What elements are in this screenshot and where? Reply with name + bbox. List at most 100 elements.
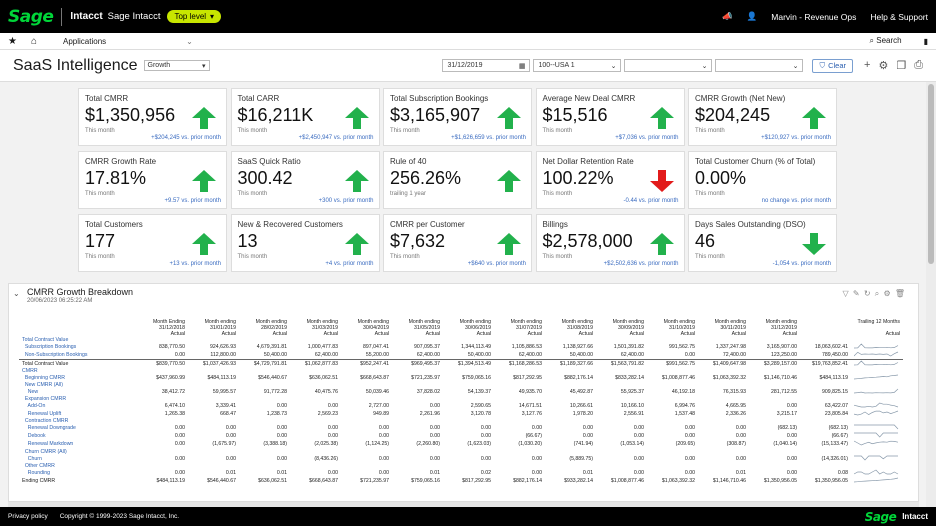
row-label: Churn <box>22 455 42 462</box>
chevron-down-icon[interactable]: ⌄ <box>186 36 193 46</box>
sage-logo[interactable]: Sage <box>8 6 54 27</box>
table-cell: 38,412.72 <box>161 389 185 396</box>
column-header: Actual <box>170 331 185 337</box>
filter-4[interactable]: ⌄ <box>715 59 804 72</box>
copy-icon[interactable]: ❐ <box>896 60 907 72</box>
level-selector[interactable]: Top level ▾ <box>167 10 222 23</box>
add-icon[interactable]: + <box>864 59 871 71</box>
kpi-card[interactable]: Rule of 40 256.26% trailing 1 year <box>383 151 532 209</box>
kpi-period: trailing 1 year <box>390 191 427 197</box>
kpi-card[interactable]: Total CMRR $1,350,956 This month +$204,2… <box>78 88 227 146</box>
table-cell: 0.00 <box>786 433 797 440</box>
table-cell: $1,409,647.98 <box>698 359 749 369</box>
column-header: Actual <box>272 331 287 337</box>
column-header: Month ending <box>612 319 644 325</box>
kpi-period: This month <box>237 254 268 260</box>
sparkline-chart <box>854 455 898 461</box>
table-cell: 0.00 <box>582 425 593 432</box>
kpi-card[interactable]: Total Customer Churn (% of Total) 0.00% … <box>688 151 837 209</box>
arrow-up-icon <box>192 107 216 129</box>
entity-value: 100--USA 1 <box>538 62 575 69</box>
table-cell: $759,065.16 <box>462 375 491 382</box>
table-cell: $952,247.41 <box>341 359 392 369</box>
table-cell: 6,474.10 <box>164 403 185 410</box>
table-cell: $437,960.99 <box>156 375 185 382</box>
sparkline <box>851 424 903 432</box>
horizontal-scrollbar[interactable] <box>8 502 919 507</box>
kpi-card[interactable]: Total Customers 177 This month +13 vs. p… <box>78 214 227 272</box>
row-label: Beginning CMRR <box>22 375 65 382</box>
view-select[interactable]: Growth ▾ <box>143 60 210 71</box>
settings-icon[interactable]: ⚙ <box>878 60 889 72</box>
print-icon[interactable]: ⎙ <box>914 59 923 71</box>
arrow-up-icon <box>192 233 216 255</box>
kpi-value: 300.42 <box>237 168 293 188</box>
kpi-card[interactable]: SaaS Quick Ratio 300.42 This month +300 … <box>230 151 380 209</box>
collapse-icon[interactable]: ⌄ <box>13 289 20 298</box>
kpi-card[interactable]: CMRR per Customer $7,632 This month +$64… <box>383 214 532 272</box>
chevron-down-icon: ▾ <box>210 12 215 21</box>
table-cell: (15,133.47) <box>821 441 848 448</box>
clear-button[interactable]: ⛉ Clear <box>812 58 853 73</box>
kpi-card[interactable]: Average New Deal CMRR $15,516 This month… <box>535 88 685 146</box>
sparkline-chart <box>853 360 899 366</box>
date-filter[interactable]: 31/12/2019 ▦ <box>442 59 531 72</box>
home-icon[interactable]: ⌂ <box>30 35 38 47</box>
table-cell: 54,139.37 <box>467 389 491 396</box>
section-date: 20/06/2023 06:25:22 AM <box>27 298 93 304</box>
table-cell: 1,344,113.49 <box>461 344 491 351</box>
filter-3[interactable]: ⌄ <box>624 59 713 72</box>
table-cell: 789,450.00 <box>822 352 848 359</box>
kpi-card[interactable]: Days Sales Outstanding (DSO) 46 This mon… <box>688 214 837 272</box>
table-cell: (682.13) <box>777 425 797 432</box>
column-header: 31/05/2019 <box>414 325 440 331</box>
table-cell: $546,440.67 <box>207 477 236 484</box>
vertical-scrollbar[interactable] <box>926 82 936 507</box>
panel-toolbar[interactable]: ▽ ✎ ↻ ⌕ ⚙ 🗑 <box>842 289 906 298</box>
kpi-card[interactable]: CMRR Growth Rate 17.81% This month +9.57… <box>78 151 227 209</box>
table-row: Expansion CMRR <box>19 396 903 402</box>
column-header: Actual <box>476 331 491 337</box>
table-cell: 0.00 <box>174 455 185 462</box>
sparkline <box>851 440 903 448</box>
table-cell: 0.00 <box>684 425 695 432</box>
table-cell: $636,062.51 <box>258 477 287 484</box>
kpi-card[interactable]: Net Dollar Retention Rate 100.22% This m… <box>535 151 685 209</box>
search-button[interactable]: ⌕ Search <box>870 36 902 46</box>
table-cell: 838,770.50 <box>159 344 185 351</box>
bookmark-icon[interactable]: ▮ <box>923 36 928 46</box>
kpi-period: This month <box>695 191 725 197</box>
table-cell: $1,063,392.32 <box>661 477 695 484</box>
applications-menu[interactable]: Applications <box>63 36 107 46</box>
kpi-card[interactable]: Billings $2,578,000 This month +$2,502,6… <box>535 214 685 272</box>
table-cell: 91,772.28 <box>263 389 287 396</box>
column-header: Actual <box>629 331 644 337</box>
column-header: Month ending <box>204 319 236 325</box>
user-menu[interactable]: Marvin - Revenue Ops <box>771 11 857 22</box>
column-header: Actual <box>425 331 440 337</box>
row-label: Subscription Bookings <box>22 344 77 351</box>
column-header: 30/11/2019 <box>720 325 746 331</box>
kpi-card[interactable]: New & Recovered Customers 13 This month … <box>230 214 380 272</box>
table-cell: $4,729,791.81 <box>239 359 290 369</box>
kpi-card[interactable]: Total Subscription Bookings $3,165,907 T… <box>383 88 532 146</box>
column-header: Month ending <box>357 319 389 325</box>
table-cell: $1,008,877.46 <box>661 375 695 382</box>
divider <box>61 7 63 26</box>
help-link[interactable]: Help & Support <box>870 11 928 22</box>
entity-filter[interactable]: 100--USA 1 ⌄ <box>533 59 622 72</box>
privacy-link[interactable]: Privacy policy <box>8 513 48 520</box>
table-cell: 907,095.37 <box>414 344 440 351</box>
kpi-change: -0.44 vs. prior month <box>623 198 679 204</box>
table-cell: $882,176.14 <box>513 477 542 484</box>
table-cell: 18,063,602.41 <box>814 344 848 351</box>
kpi-card[interactable]: CMRR Growth (Net New) $204,245 This mont… <box>688 88 837 146</box>
company-name[interactable]: Sage Intacct <box>107 11 161 22</box>
column-header: 31/12/2018 <box>159 325 185 331</box>
scroll-thumb[interactable] <box>928 84 934 264</box>
star-icon[interactable]: ★ <box>8 35 17 47</box>
arrow-up-icon <box>344 107 369 129</box>
kpi-card[interactable]: Total CARR $16,211K This month +$2,450,9… <box>230 88 380 146</box>
column-header: Month ending <box>408 319 440 325</box>
megaphone-icon[interactable]: 📣 <box>722 11 733 21</box>
